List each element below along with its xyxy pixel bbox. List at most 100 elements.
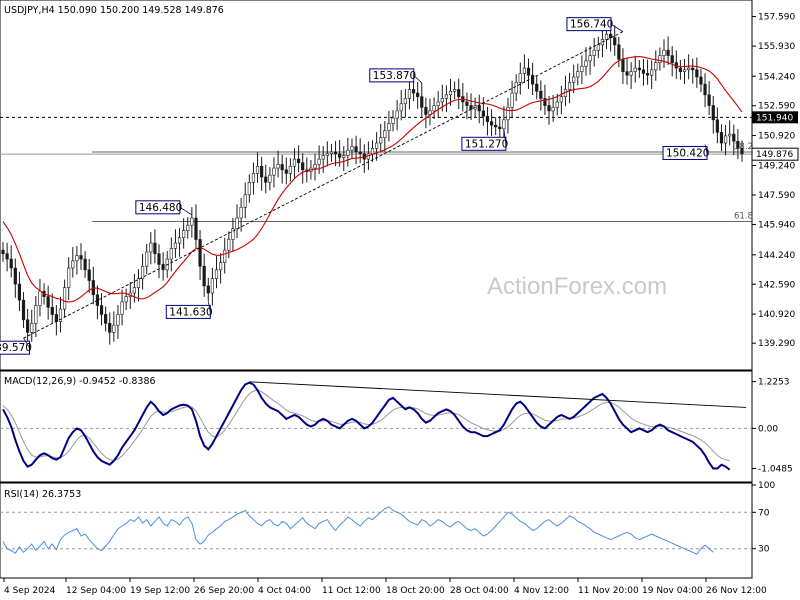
- candle-body: [448, 90, 453, 96]
- candle-body: [83, 258, 87, 271]
- fib-label: 61.8: [734, 212, 753, 222]
- candle-body: [678, 67, 683, 72]
- candle-body: [136, 278, 141, 288]
- candle-body: [276, 164, 280, 169]
- candle-body: [526, 67, 531, 76]
- candle-body: [301, 162, 305, 171]
- candle-body: [280, 164, 284, 171]
- candle-body: [715, 119, 719, 133]
- current-price-box: [751, 147, 799, 161]
- candle-body: [559, 96, 563, 103]
- candle-body: [740, 148, 744, 155]
- candle-body: [543, 98, 547, 106]
- candle-body: [658, 55, 662, 64]
- candle-body: [498, 126, 502, 130]
- candle-body: [416, 92, 420, 97]
- candle-body: [489, 121, 494, 126]
- candle-body: [399, 103, 403, 112]
- price-y-tick: 152.590: [758, 102, 795, 112]
- candle-body: [260, 165, 264, 178]
- candle-body: [182, 230, 186, 238]
- candle-body: [502, 119, 506, 130]
- candle-body: [732, 133, 736, 142]
- candle-body: [243, 194, 247, 208]
- candle-body: [9, 258, 13, 269]
- price-annotation-leader: [179, 206, 193, 216]
- candle-body: [621, 58, 625, 72]
- candle-body: [50, 306, 54, 315]
- candle-body: [99, 305, 104, 315]
- x-tick-label: 11 Nov 20:00: [578, 586, 639, 596]
- candle-body: [531, 74, 535, 85]
- candle-body: [62, 287, 67, 310]
- candle-body: [407, 89, 412, 99]
- candle-body: [13, 267, 17, 285]
- candle-body: [214, 269, 219, 280]
- price-y-tick: 147.590: [758, 191, 795, 201]
- macd-divergence-trendline: [249, 381, 747, 408]
- candle-body: [518, 73, 522, 83]
- candle-body: [264, 176, 268, 183]
- candle-body: [637, 67, 641, 71]
- price-y-tick: 144.240: [758, 251, 795, 261]
- candle-body: [46, 296, 50, 308]
- candle-body: [395, 110, 399, 119]
- candle-body: [153, 242, 157, 255]
- candle-body: [411, 89, 416, 94]
- candle-body: [329, 151, 334, 155]
- candle-body: [588, 55, 592, 62]
- candle-body: [317, 158, 321, 165]
- candle-body: [26, 319, 30, 333]
- candle-body: [403, 98, 407, 105]
- candle-body: [596, 44, 600, 51]
- candle-body: [342, 155, 346, 158]
- candle-body: [313, 164, 317, 169]
- rsi-panel: [0, 482, 753, 579]
- candle-body: [30, 323, 34, 333]
- macd-header: MACD(12,26,9) -0.9452 -0.8386: [4, 376, 156, 387]
- candle-body: [75, 255, 79, 262]
- candle-body: [321, 155, 325, 160]
- price-annotation-leader: [413, 75, 423, 84]
- candle-body: [198, 239, 202, 267]
- candle-body: [202, 265, 206, 287]
- candle-body: [522, 67, 527, 74]
- candle-body: [719, 132, 724, 144]
- price-annotation-label: 146.480: [139, 202, 182, 214]
- candle-body: [444, 94, 449, 99]
- candle-body: [186, 224, 190, 231]
- candle-body: [420, 96, 424, 108]
- price-y-tick: 142.590: [758, 280, 795, 290]
- candle-body: [465, 101, 469, 106]
- candle-body: [227, 239, 231, 251]
- rsi-line: [2, 506, 714, 555]
- x-tick-label: 26 Nov 12:00: [706, 586, 767, 596]
- candle-body: [34, 305, 38, 324]
- candle-body: [108, 323, 112, 333]
- x-tick-label: 26 Sep 20:00: [194, 586, 254, 596]
- candle-body: [173, 242, 178, 249]
- candle-body: [255, 165, 260, 174]
- candle-body: [736, 140, 740, 149]
- candle-body: [5, 253, 9, 260]
- candle-body: [338, 153, 342, 158]
- x-tick-label: 4 Sep 2024: [4, 586, 56, 596]
- candle-body: [58, 308, 63, 322]
- candle-body: [576, 71, 580, 78]
- candle-body: [617, 44, 621, 60]
- candle-body: [440, 98, 444, 103]
- candle-body: [358, 151, 362, 155]
- candle-body: [194, 217, 198, 240]
- candle-body: [485, 115, 490, 122]
- price-annotation-leader: [610, 23, 624, 32]
- candle-body: [551, 107, 555, 112]
- candle-body: [535, 83, 539, 92]
- candle-body: [284, 169, 288, 174]
- macd-y-tick: -1.0485: [758, 464, 793, 474]
- x-tick-label: 4 Oct 04:00: [258, 586, 311, 596]
- candle-body: [370, 148, 375, 155]
- macd-panel: [0, 370, 753, 483]
- candle-body: [506, 107, 510, 121]
- candle-body: [235, 217, 239, 230]
